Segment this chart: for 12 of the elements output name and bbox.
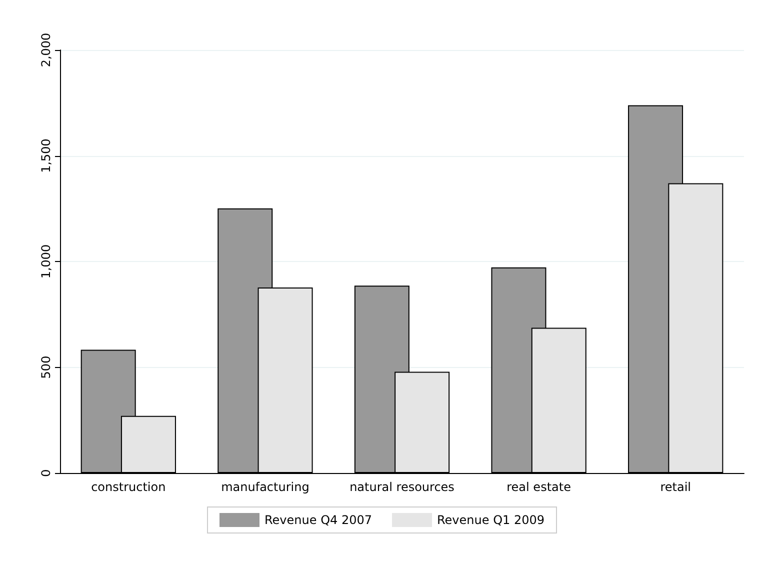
x-tick-label: natural resources [350, 480, 454, 494]
legend-label: Revenue Q4 2007 [264, 513, 372, 527]
x-tick-label: retail [660, 480, 691, 494]
y-tick-label: 0 [39, 469, 53, 477]
y-tick-label: 1,500 [39, 138, 53, 173]
legend-label: Revenue Q1 2009 [437, 513, 545, 527]
x-tick-label: construction [91, 480, 166, 494]
y-tick-label: 2,000 [39, 32, 53, 68]
y-tick-label: 500 [39, 356, 53, 379]
x-tick-label: real estate [506, 480, 571, 494]
x-tick-label: manufacturing [221, 480, 310, 494]
y-tick-label: 1,000 [39, 244, 53, 279]
